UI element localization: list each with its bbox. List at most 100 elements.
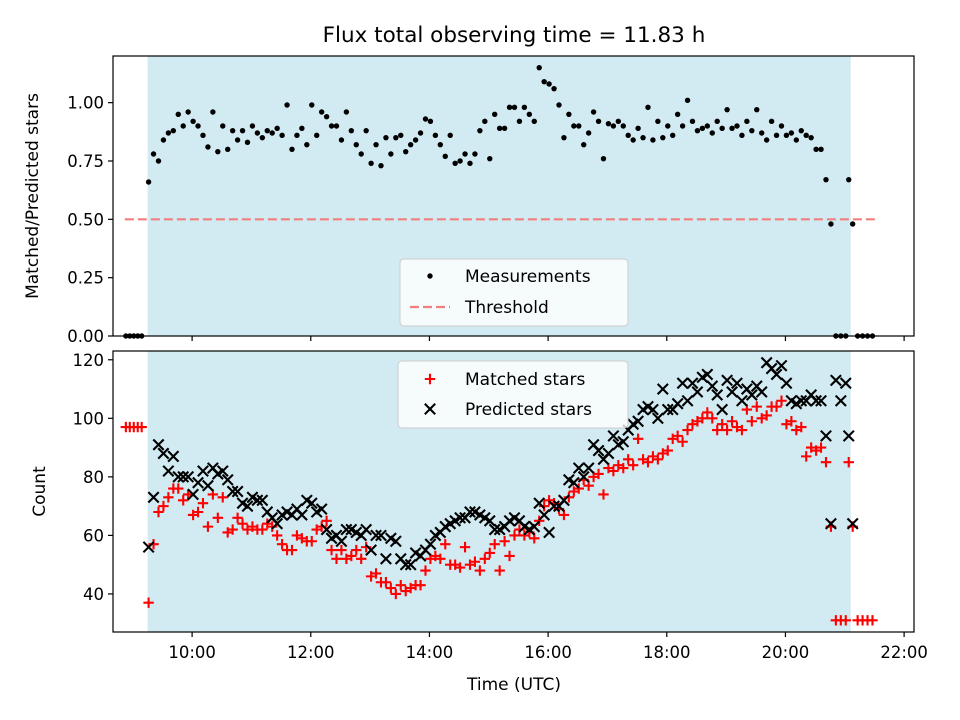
predicted-stars-point [177,470,190,483]
measurement-point [793,137,800,143]
measurement-point [679,123,686,129]
measurement-point [759,130,765,136]
measurement-point [610,123,617,129]
measurement-point [452,160,458,167]
predicted-stars-point [201,479,214,492]
y-tick-label: 1.00 [67,94,104,113]
predicted-stars-point [360,523,373,536]
matched-stars-point [707,413,718,424]
measurement-point [249,123,256,129]
measurement-point [630,137,636,143]
matched-stars-point [178,495,189,506]
predicted-stars-point [538,508,551,521]
x-tick-label: 20:00 [762,643,810,662]
measurement-point [254,130,261,136]
measurement-point [462,151,468,157]
measurement-point [447,132,453,139]
matched-stars-point [623,454,634,465]
measurement-point [437,141,444,148]
matched-stars-point [726,416,738,427]
matched-stars-point [153,506,164,518]
measurement-point [768,118,775,125]
figure-title: Flux total observing time = 11.83 h [323,23,706,48]
measurement-point [244,139,251,146]
measurement-point [274,125,280,132]
matched-stars-point [276,538,288,550]
matched-stars-point [573,483,584,494]
measurement-point [576,123,582,129]
measurement-point [225,146,231,153]
matched-stars-point [652,454,664,465]
matched-stars-point [237,518,248,529]
legend-box [399,258,629,327]
predicted-stars-point [172,470,185,483]
ratio-panel: 0.00 0.25 0.50 0.75 1.00 Matched/Predicted s… [23,55,915,346]
measurement-point [501,125,508,132]
matched-stars-point [351,544,362,556]
measurement-point [205,144,211,150]
legend-label: Threshold [464,298,549,318]
measurement-point [427,273,433,279]
predicted-stars-point [567,476,580,489]
legend-box [397,360,629,429]
matched-stars-point [390,588,402,600]
measurement-point [846,176,852,183]
measurement-point [432,132,439,139]
predicted-stars-point [404,558,417,571]
measurement-point [823,176,829,183]
measurement-point [818,146,824,153]
measurement-point [531,118,537,125]
predicted-stars-point [834,394,847,407]
matched-stars-point [370,568,382,579]
predicted-stars-point [810,394,823,407]
measurement-point [472,151,478,157]
predicted-stars-point [839,377,852,390]
matched-stars-point [697,413,708,424]
measurement-point [556,102,562,108]
matched-stars-point [598,489,609,500]
measurement-point [754,106,760,113]
predicted-stars-point [731,377,743,390]
x-axis-label: Time (UTC) [466,675,561,695]
measurement-point [328,123,335,129]
predicted-stars-point [632,415,645,428]
measurement-point [482,118,488,125]
measurement-point [492,111,498,118]
predicted-stars-point [315,503,328,516]
matched-stars-point [286,544,298,556]
measurement-point [383,134,389,141]
measurement-point [645,104,651,111]
matched-stars-point [380,577,392,588]
legend-matched-swatch [424,373,436,385]
measurement-point [788,130,795,136]
measurement-point [234,137,241,143]
predicted-stars-point [775,359,788,372]
matched-stars-point [479,553,491,565]
matched-stars-point [136,421,147,433]
y-tick-label: 0.00 [67,327,104,346]
measurement-point [511,104,518,111]
measurement-point [338,137,345,143]
predicted-stars-point [152,438,165,451]
matched-stars-point [672,430,683,442]
matched-stars-point [385,582,397,594]
matched-stars-point [474,565,486,576]
measurement-point [145,179,152,185]
measurement-point [684,97,691,104]
measurement-point [318,109,325,115]
measurement-point [353,141,359,148]
predicted-stars-point [483,514,496,527]
measurement-point [655,118,661,125]
measurement-point [160,137,167,143]
ratio-panel-frame [112,55,915,337]
predicted-stars-point [676,377,689,390]
measurement-point [798,127,804,134]
measurement-point [739,132,745,139]
measurement-point [343,109,350,115]
predicted-stars-point [651,412,664,425]
measurement-point [849,221,856,227]
measurement-point [674,111,681,118]
predicted-stars-point [824,517,837,530]
legend-label: Matched stars [465,370,585,390]
x-tick-label: 22:00 [880,643,928,662]
